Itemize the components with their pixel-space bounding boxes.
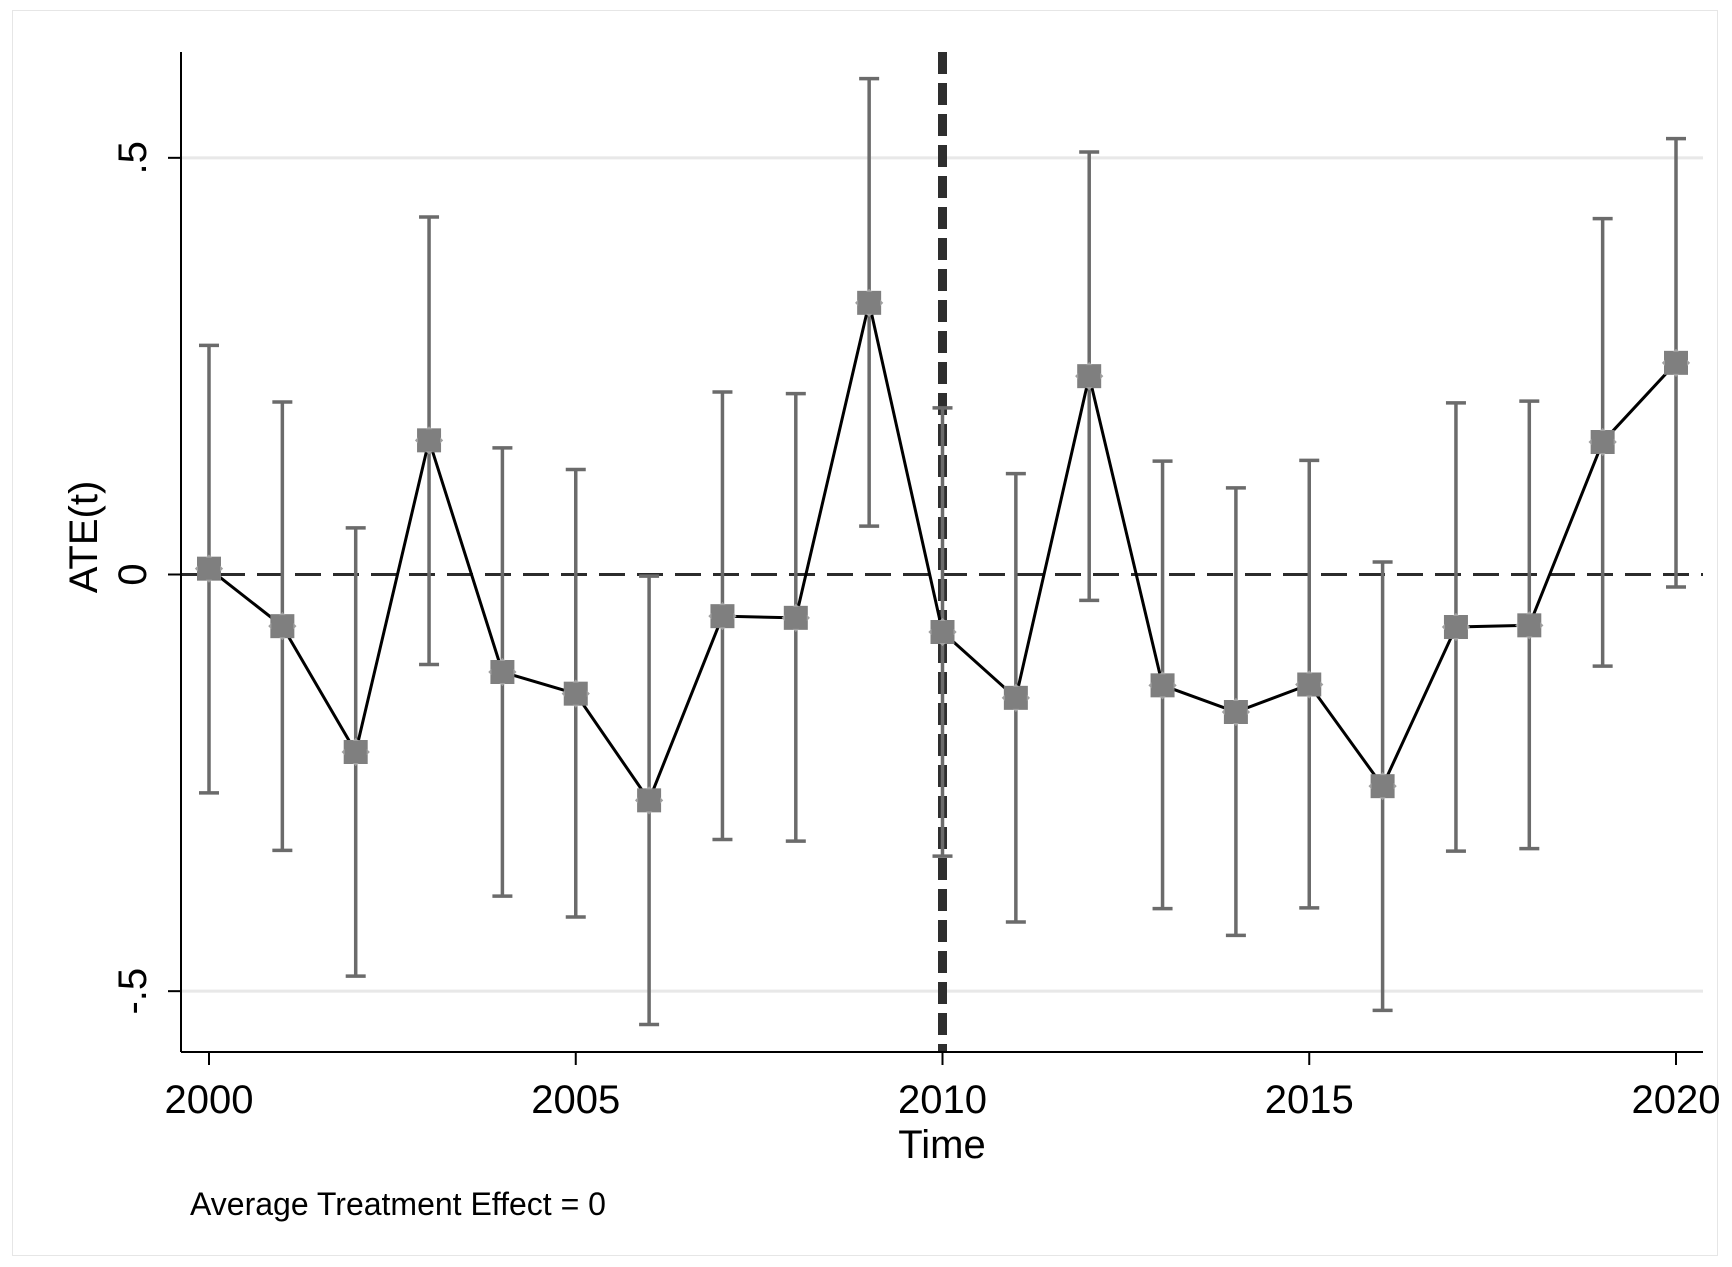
marker-core [1371, 775, 1394, 798]
marker-core [1078, 365, 1101, 388]
marker-core [564, 682, 587, 705]
marker-core [1151, 674, 1174, 697]
y-axis-label: ATE(t) [62, 481, 106, 594]
x-tick-label: 2015 [1265, 1078, 1354, 1122]
y-tick-label: .5 [111, 141, 155, 174]
data-point [1588, 427, 1617, 457]
data-point [1661, 348, 1691, 377]
y-tick-label: -.5 [111, 968, 155, 1015]
marker-core [1298, 673, 1321, 696]
data-point [781, 603, 810, 632]
x-tick-label: 2020 [1632, 1078, 1721, 1122]
x-tick-label: 2010 [898, 1078, 987, 1122]
data-point [1001, 683, 1030, 712]
marker-core [711, 605, 734, 628]
data-point [194, 554, 224, 583]
data-point [634, 786, 664, 815]
chart-note: Average Treatment Effect = 0 [190, 1186, 606, 1222]
marker-core [784, 606, 807, 629]
x-tick-label: 2000 [165, 1078, 254, 1122]
marker-core [1444, 616, 1467, 638]
point-markers [194, 288, 1691, 815]
marker-core [198, 557, 220, 580]
marker-core [931, 621, 954, 643]
marker-core [1665, 351, 1687, 374]
data-point [1075, 362, 1104, 391]
y-tick-label: 0 [111, 563, 155, 585]
marker-core [491, 661, 514, 683]
data-point [488, 657, 517, 687]
marker-core [1518, 614, 1541, 637]
marker-core [418, 429, 441, 452]
marker-core [1224, 701, 1247, 723]
data-point [855, 288, 884, 317]
x-tick-label: 2005 [531, 1078, 620, 1122]
data-point [1148, 671, 1177, 700]
data-point [1515, 611, 1544, 640]
chart-frame [12, 10, 1718, 1256]
marker-core [271, 615, 294, 638]
data-point [1221, 697, 1251, 727]
data-point [1295, 670, 1324, 699]
marker-core [1591, 431, 1614, 453]
data-point [414, 426, 444, 455]
marker-core [638, 789, 661, 812]
data-point [561, 679, 590, 708]
data-point [1368, 772, 1397, 801]
marker-core [344, 741, 367, 763]
data-point [928, 617, 957, 647]
data-point [341, 737, 370, 767]
marker-core [1004, 686, 1027, 709]
x-axis-label: Time [898, 1123, 985, 1167]
data-point [708, 602, 737, 631]
data-point [268, 612, 297, 641]
axes: 2000 2005 2010 2015 2020 -.5 0 .5 [111, 52, 1720, 1122]
data-point [1441, 612, 1471, 642]
marker-core [858, 291, 881, 314]
